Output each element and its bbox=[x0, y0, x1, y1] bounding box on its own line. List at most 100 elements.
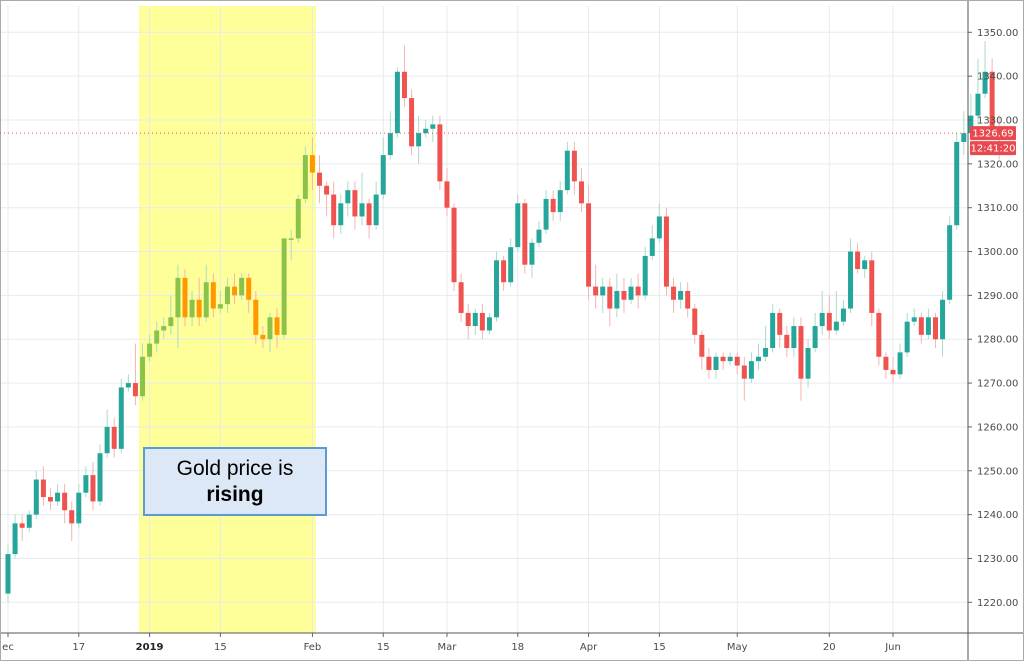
candle-body bbox=[309, 155, 315, 173]
candle-body bbox=[826, 312, 832, 331]
candle bbox=[338, 194, 344, 234]
candle-body bbox=[224, 286, 230, 305]
candle-body bbox=[508, 247, 514, 283]
candle bbox=[961, 111, 967, 156]
y-tick-label: 1350.00 bbox=[977, 28, 1018, 39]
candle-body bbox=[685, 291, 691, 309]
candle-body bbox=[132, 383, 138, 397]
candle-body bbox=[678, 291, 684, 300]
candle-body bbox=[663, 216, 669, 287]
candle-body bbox=[869, 260, 875, 313]
candle-body bbox=[536, 229, 542, 243]
candle bbox=[458, 273, 464, 322]
candle-body bbox=[699, 334, 705, 357]
candle bbox=[557, 181, 563, 221]
candle-body bbox=[904, 321, 910, 353]
candle bbox=[224, 277, 230, 313]
candle-body bbox=[671, 286, 677, 300]
candle bbox=[522, 198, 528, 274]
candle bbox=[748, 352, 754, 384]
candle-body bbox=[295, 198, 301, 239]
candle bbox=[940, 291, 946, 357]
candle bbox=[833, 291, 839, 335]
x-tick-label: 15 bbox=[214, 642, 227, 653]
candle bbox=[19, 514, 25, 541]
candle bbox=[883, 352, 889, 379]
candle-body bbox=[833, 321, 839, 331]
candle bbox=[324, 181, 330, 217]
candle-body bbox=[755, 356, 761, 362]
candle bbox=[472, 308, 478, 335]
candle bbox=[140, 343, 146, 401]
candle-body bbox=[656, 216, 662, 239]
candle-body bbox=[770, 312, 776, 348]
candle-body bbox=[416, 133, 422, 147]
candle bbox=[196, 277, 202, 327]
candle-body bbox=[862, 260, 868, 270]
candle-body bbox=[409, 98, 415, 147]
candle-body bbox=[975, 93, 981, 116]
candle-body bbox=[253, 299, 259, 335]
candle-body bbox=[954, 141, 960, 226]
candle-body bbox=[5, 554, 11, 594]
candle-body bbox=[479, 312, 485, 331]
candle-body bbox=[274, 317, 280, 335]
candle bbox=[401, 45, 407, 107]
candle-body bbox=[380, 155, 386, 195]
y-tick-label: 1230.00 bbox=[977, 554, 1018, 565]
candle bbox=[444, 168, 450, 217]
candle-body bbox=[805, 348, 811, 379]
candle-body bbox=[331, 194, 337, 226]
candle bbox=[508, 238, 514, 287]
candle-body bbox=[550, 198, 556, 213]
candle-body bbox=[593, 286, 599, 296]
candle bbox=[954, 133, 960, 230]
x-tick-label: 15 bbox=[653, 642, 666, 653]
candle-body bbox=[784, 334, 790, 348]
candle-body bbox=[140, 356, 146, 397]
candle bbox=[628, 277, 634, 305]
y-tick-label: 1290.00 bbox=[977, 291, 1018, 302]
candle bbox=[543, 190, 549, 234]
candle bbox=[55, 483, 61, 506]
candle bbox=[529, 238, 535, 278]
candle-body bbox=[940, 299, 946, 340]
candle-body bbox=[918, 317, 924, 335]
candle bbox=[359, 172, 365, 226]
candle bbox=[125, 374, 131, 392]
candle-body bbox=[883, 356, 889, 370]
candle bbox=[763, 326, 769, 362]
candle-body bbox=[692, 308, 698, 335]
candle-body bbox=[161, 326, 167, 331]
candle-body bbox=[97, 453, 103, 502]
candle-body bbox=[423, 128, 429, 134]
candle-body bbox=[168, 317, 174, 327]
candle bbox=[104, 409, 110, 458]
candle bbox=[132, 343, 138, 405]
candle bbox=[210, 273, 216, 318]
candle bbox=[649, 225, 655, 261]
candle-body bbox=[373, 194, 379, 226]
candle-body bbox=[458, 282, 464, 313]
candle bbox=[925, 308, 931, 340]
candle bbox=[975, 58, 981, 125]
candle bbox=[586, 185, 592, 300]
candle bbox=[451, 203, 457, 291]
candle-body bbox=[890, 369, 896, 375]
candle-body bbox=[246, 277, 252, 300]
candle-body bbox=[196, 299, 202, 318]
candle-body bbox=[720, 356, 726, 362]
candle-body bbox=[947, 225, 953, 300]
candle-body bbox=[989, 71, 995, 129]
candle bbox=[501, 255, 507, 291]
candle-body bbox=[76, 492, 82, 524]
candle-body bbox=[741, 365, 747, 379]
candle-body bbox=[791, 326, 797, 348]
candle bbox=[876, 308, 882, 366]
candle-body bbox=[118, 387, 124, 449]
candle bbox=[182, 269, 188, 327]
candle bbox=[281, 238, 287, 340]
candle-body bbox=[189, 299, 195, 318]
candle bbox=[550, 190, 556, 221]
candle-body bbox=[451, 207, 457, 283]
